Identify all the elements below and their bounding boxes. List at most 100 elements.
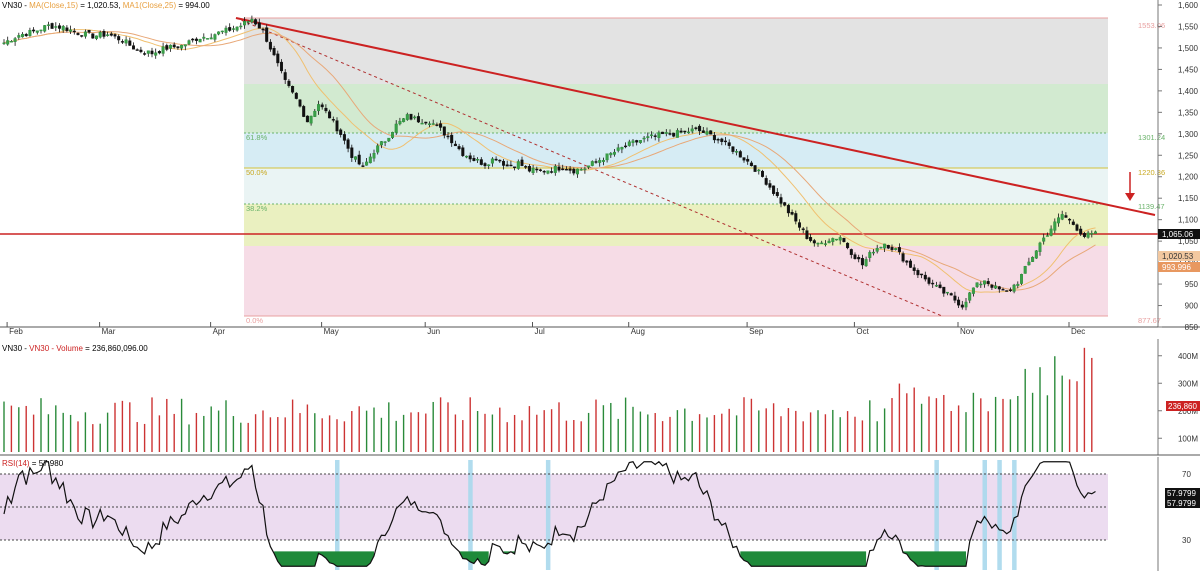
- fib-value-500: 1220.36: [1138, 168, 1165, 177]
- candle-body: [435, 124, 439, 126]
- candle-body: [416, 116, 420, 123]
- candle-body: [46, 24, 50, 26]
- candle-body: [712, 135, 716, 141]
- candle-body: [428, 123, 432, 125]
- price-tick-label: 1,050: [1178, 237, 1199, 246]
- candle-body: [61, 26, 65, 31]
- candle-body: [1020, 274, 1024, 284]
- candle-body: [631, 140, 635, 143]
- candle-body: [250, 18, 254, 23]
- month-label: Oct: [856, 327, 869, 336]
- candle-body: [749, 162, 753, 167]
- candle-body: [664, 132, 668, 134]
- price-tick-label: 1,500: [1178, 44, 1199, 53]
- candle-body: [209, 37, 213, 40]
- candle-body: [994, 285, 998, 289]
- fib-value-0: 877.67: [1138, 316, 1161, 325]
- candle-body: [120, 41, 124, 43]
- candle-body: [920, 273, 924, 276]
- candle-body: [335, 120, 339, 132]
- candle-body: [254, 19, 258, 25]
- candle-body: [527, 166, 531, 172]
- candle-body: [568, 168, 572, 171]
- candle-body: [24, 34, 28, 37]
- candle-body: [328, 111, 332, 119]
- candle-body: [1090, 233, 1094, 235]
- candle-body: [809, 237, 813, 241]
- candle-body: [775, 192, 779, 197]
- candle-body: [146, 50, 150, 54]
- candle-body: [731, 146, 735, 152]
- candle-body: [224, 27, 228, 33]
- candle-body: [1008, 289, 1012, 291]
- candle-body: [276, 53, 280, 64]
- candle-body: [265, 27, 269, 42]
- candle-body: [109, 33, 113, 36]
- candle-body: [424, 121, 428, 124]
- candle-body: [768, 183, 772, 188]
- rsi-panel: 70 30 57.9799 57.9799 RSI(14) = 57.980: [0, 457, 1200, 571]
- candle-body: [946, 291, 950, 294]
- candle-body: [342, 134, 346, 141]
- candle-body: [183, 44, 187, 47]
- candle-body: [1038, 242, 1042, 252]
- volume-label-last: 236,860: [1166, 401, 1200, 411]
- price-label-ma25-text: 993.996: [1162, 263, 1191, 272]
- header-ma25-label: MA1(Close,25): [123, 1, 177, 10]
- rsi-label-last-1-text: 57.9799: [1167, 489, 1196, 498]
- month-label: Feb: [9, 327, 23, 336]
- candle-body: [838, 237, 842, 241]
- candle-body: [975, 282, 979, 287]
- candle-body: [272, 48, 276, 56]
- candle-body: [50, 23, 54, 29]
- candle-body: [1012, 284, 1016, 292]
- candle-body: [465, 155, 469, 158]
- candle-body: [1023, 266, 1027, 274]
- price-label-last-text: 1,065.06: [1162, 230, 1194, 239]
- candle-body: [550, 171, 554, 173]
- candle-body: [1071, 221, 1075, 225]
- price-label-last: 1,065.06: [1158, 229, 1200, 239]
- candle-body: [43, 25, 47, 32]
- candle-body: [853, 254, 857, 260]
- candle-body: [505, 164, 509, 167]
- rsi-highlight-bar: [1012, 460, 1017, 570]
- fib-zone-yellow: [244, 204, 1108, 246]
- fib-label-500: 50.0%: [246, 168, 268, 177]
- rsi-tick-30: 30: [1182, 536, 1191, 545]
- price-tick-label: 850: [1185, 323, 1199, 332]
- month-axis: Feb Mar Apr May Jun Jul Aug Sep Oct Nov Dec: [6, 322, 1085, 336]
- candle-body: [21, 33, 25, 38]
- candle-body: [213, 34, 217, 40]
- rsi-tick-70: 70: [1182, 470, 1191, 479]
- price-tick-label: 1,100: [1178, 216, 1199, 225]
- candle-body: [909, 260, 913, 268]
- price-tick-label: 1,250: [1178, 151, 1199, 160]
- candle-body: [1034, 250, 1038, 259]
- candle-body: [394, 123, 398, 133]
- candle-body: [202, 36, 206, 39]
- month-label: Jul: [535, 327, 545, 336]
- rsi-header-value: 57.980: [39, 459, 64, 468]
- candle-body: [379, 141, 383, 146]
- candle-body: [524, 166, 528, 168]
- candle-body: [716, 139, 720, 141]
- month-label: Jun: [427, 327, 440, 336]
- candle-body: [298, 99, 302, 107]
- price-tick-label: 1,400: [1178, 87, 1199, 96]
- candle-body: [520, 159, 524, 166]
- volume-tick-label: 100M: [1178, 434, 1198, 443]
- candle-body: [894, 248, 898, 250]
- month-label: Sep: [749, 327, 764, 336]
- candle-body: [772, 185, 776, 194]
- candle-body: [905, 260, 909, 263]
- candle-body: [268, 41, 272, 50]
- candle-body: [165, 45, 169, 50]
- candle-body: [94, 35, 98, 39]
- candle-body: [324, 107, 328, 112]
- rsi-header: RSI(14) = 57.980: [2, 459, 64, 468]
- volume-tick-label: 400M: [1178, 352, 1198, 361]
- candle-body: [642, 137, 646, 140]
- candle-body: [979, 283, 983, 286]
- candle-body: [846, 242, 850, 249]
